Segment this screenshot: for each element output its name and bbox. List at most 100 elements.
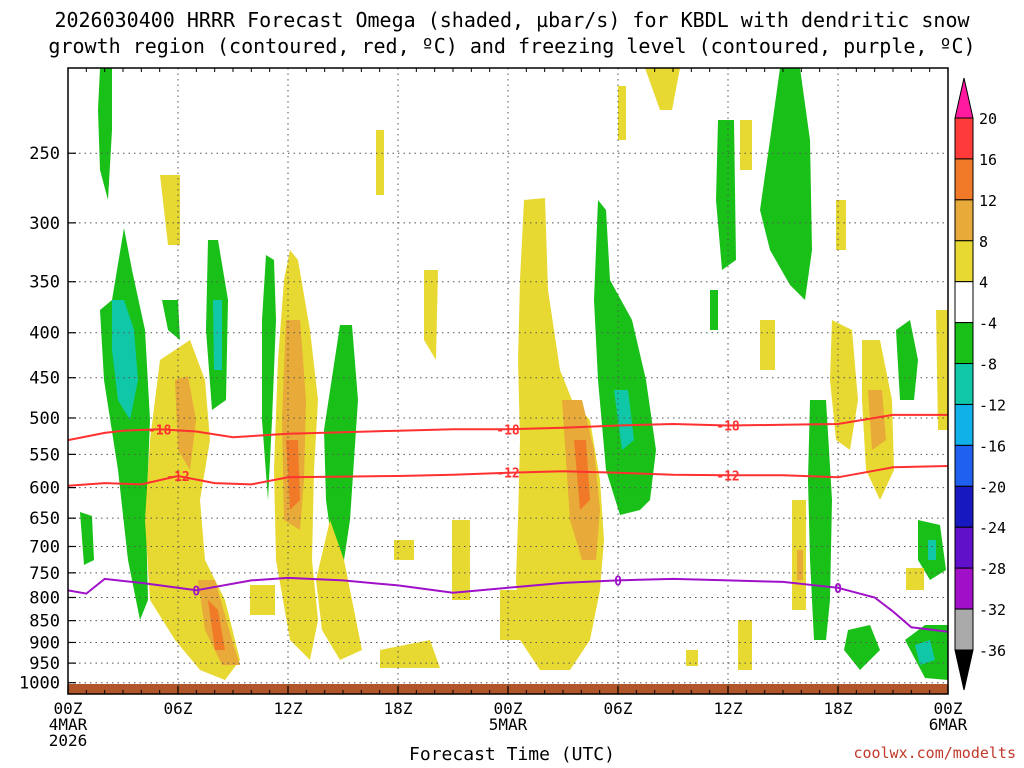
colorbar-swatch [954, 567, 974, 610]
gridlines [68, 68, 948, 694]
contour-label: -18 [716, 420, 740, 435]
colorbar-label: -36 [979, 642, 1006, 660]
contour-label: 0 [614, 574, 622, 589]
omega-region-green [80, 512, 94, 565]
x-tick-label: 18Z [824, 699, 853, 718]
y-tick-label: 550 [29, 445, 60, 465]
colorbar-label: -32 [979, 601, 1006, 619]
y-tick-label: 850 [29, 612, 60, 632]
omega-region-red [208, 600, 225, 650]
omega-region-yellow [424, 270, 438, 360]
colorbar-label: -8 [979, 356, 997, 374]
omega-region-green [162, 300, 180, 340]
omega-region-red [286, 440, 300, 510]
omega-region-cyan [614, 390, 634, 450]
omega-region-yellow [380, 640, 440, 668]
contour--18 [68, 413, 948, 442]
colorbar-label: -20 [979, 478, 1006, 496]
y-tick-label: 450 [29, 369, 60, 389]
y-tick-label: 800 [29, 588, 60, 608]
colorbar-label: 12 [979, 192, 997, 210]
colorbar-swatch [954, 240, 974, 283]
omega-region-orange [797, 550, 803, 580]
omega-region-orange [175, 376, 196, 470]
colorbar-label: 16 [979, 151, 997, 169]
omega-region-green [98, 68, 112, 200]
chart-title-line2: growth region (contoured, red, ºC) and f… [48, 34, 976, 58]
omega-region-yellow [394, 540, 414, 560]
omega-region-yellow [906, 568, 924, 590]
y-tick-label: 400 [29, 324, 60, 344]
colorbar-label: -16 [979, 437, 1006, 455]
y-tick-label: 500 [29, 409, 60, 429]
x-tick-label: 06Z [164, 699, 193, 718]
omega-region-yellow [836, 200, 846, 250]
omega-region-green [716, 120, 736, 270]
y-tick-label: 300 [29, 214, 60, 234]
omega-region-green [262, 255, 276, 500]
omega-region-yellow [830, 320, 858, 450]
omega-region-yellow [500, 590, 520, 640]
omega-region-cyan [213, 300, 222, 370]
colorbar-label: -28 [979, 560, 1006, 578]
colorbar-label: -4 [979, 315, 997, 333]
colorbar-label: -12 [979, 396, 1006, 414]
omega-region-yellow [160, 175, 180, 245]
colorbar-swatch [954, 322, 974, 365]
y-tick-label: 350 [29, 273, 60, 293]
omega-region-green [760, 68, 812, 300]
omega-region-green [896, 320, 918, 400]
colorbar-swatch [954, 158, 974, 201]
contour--12 [68, 465, 948, 487]
contour-label: 0 [834, 582, 842, 597]
colorbar-swatch [954, 199, 974, 242]
y-tick-label: 950 [29, 654, 60, 674]
y-tick-label: 250 [29, 144, 60, 164]
contour-0 [68, 576, 948, 633]
contour-label: -18 [496, 423, 520, 438]
omega-region-cyan [928, 540, 936, 560]
omega-region-green [324, 325, 358, 560]
y-tick-label: 900 [29, 633, 60, 653]
omega-region-green [808, 400, 832, 640]
omega-region-green [844, 625, 880, 670]
colorbar-swatch [954, 526, 974, 569]
omega-region-green [594, 200, 656, 515]
omega-region-yellow [760, 320, 775, 370]
credit-text: coolwx.com/modelts [853, 744, 1016, 762]
omega-region-yellow [250, 585, 275, 615]
colorbar-swatch [954, 281, 974, 324]
omega-region-yellow [376, 130, 384, 195]
contour-label: -12 [166, 470, 189, 485]
omega-region-yellow [452, 520, 470, 600]
contour-label: -12 [496, 467, 519, 482]
x-tick-label: 12Z [274, 699, 303, 718]
colorbar-bottom-triangle [954, 649, 974, 691]
omega-region-yellow [618, 86, 626, 140]
x-tick-label: 12Z [714, 699, 743, 718]
colorbar-label: 20 [979, 110, 997, 128]
omega-region-cyan [112, 300, 138, 420]
colorbar-swatch [954, 608, 974, 651]
x-tick-label: 2026 [49, 731, 88, 750]
y-tick-label: 600 [29, 479, 60, 499]
x-tick-label: 5MAR [489, 715, 528, 734]
y-tick-label: 1000 [19, 674, 60, 694]
x-tick-label: 4MAR [49, 715, 88, 734]
x-tick-label: 06Z [604, 699, 633, 718]
y-tick-label: 700 [29, 537, 60, 557]
colorbar: 20 16 12 8 4 -4 -8 -12 -16 -20 -24 -28 -32 -36 [954, 77, 1006, 691]
omega-region-yellow [316, 520, 362, 660]
omega-region-yellow [740, 120, 752, 170]
contour-lines: -18 -18 -18 -12 -12 -12 0 0 0 [68, 413, 948, 633]
colorbar-swatch [954, 485, 974, 528]
omega-region-yellow [936, 310, 948, 430]
omega-region-yellow [516, 198, 604, 670]
omega-region-cyan [915, 640, 935, 665]
colorbar-label: 8 [979, 233, 988, 251]
colorbar-swatch [954, 363, 974, 405]
x-tick-label: 18Z [384, 699, 413, 718]
colorbar-label: 4 [979, 274, 988, 292]
x-tick-label: 00Z [934, 699, 963, 718]
